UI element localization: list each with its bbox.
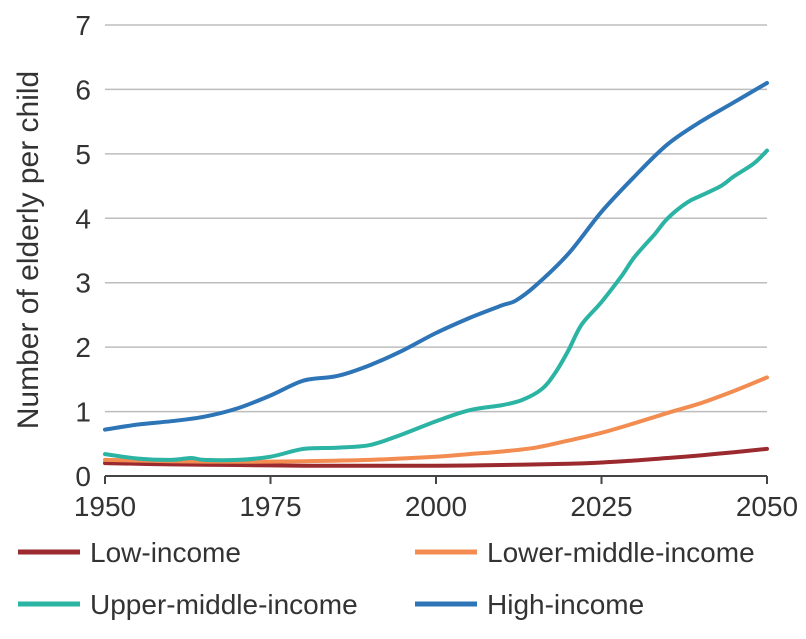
- y-tick-label: 1: [75, 397, 91, 428]
- series-lines: [103, 81, 769, 468]
- x-tick-label: 1975: [239, 491, 301, 522]
- y-tick-label: 7: [75, 10, 91, 41]
- series-line-low-income: [103, 446, 769, 468]
- x-tick-label: 2050: [736, 491, 798, 522]
- legend-label-upper-middle-income: Upper-middle-income: [90, 589, 358, 620]
- x-tick-label: 2000: [405, 491, 467, 522]
- y-tick-label: 3: [75, 268, 91, 299]
- legend-label-high-income: High-income: [487, 589, 644, 620]
- x-tick-label: 2025: [570, 491, 632, 522]
- y-tick-label: 2: [75, 332, 91, 363]
- y-axis-ticks: 0 1 2 3 4 5 6 7: [75, 10, 91, 492]
- legend-label-low-income: Low-income: [90, 537, 241, 568]
- legend-label-lower-middle-income: Lower-middle-income: [487, 537, 755, 568]
- y-tick-label: 0: [75, 461, 91, 492]
- x-axis-ticks: 1950 1975 2000 2025 2050: [74, 476, 798, 522]
- series-line-lower-middle-income: [103, 375, 769, 464]
- series-line-upper-middle-income: [103, 148, 769, 463]
- grid-lines: [105, 24, 767, 413]
- y-axis-title: Number of elderly per child: [12, 71, 45, 430]
- x-tick-label: 1950: [74, 491, 136, 522]
- y-tick-label: 4: [75, 203, 91, 234]
- y-tick-label: 5: [75, 139, 91, 170]
- legend: Low-income Lower-middle-income Upper-middl…: [18, 537, 755, 620]
- y-tick-label: 6: [75, 74, 91, 105]
- series-line-high-income: [103, 81, 769, 432]
